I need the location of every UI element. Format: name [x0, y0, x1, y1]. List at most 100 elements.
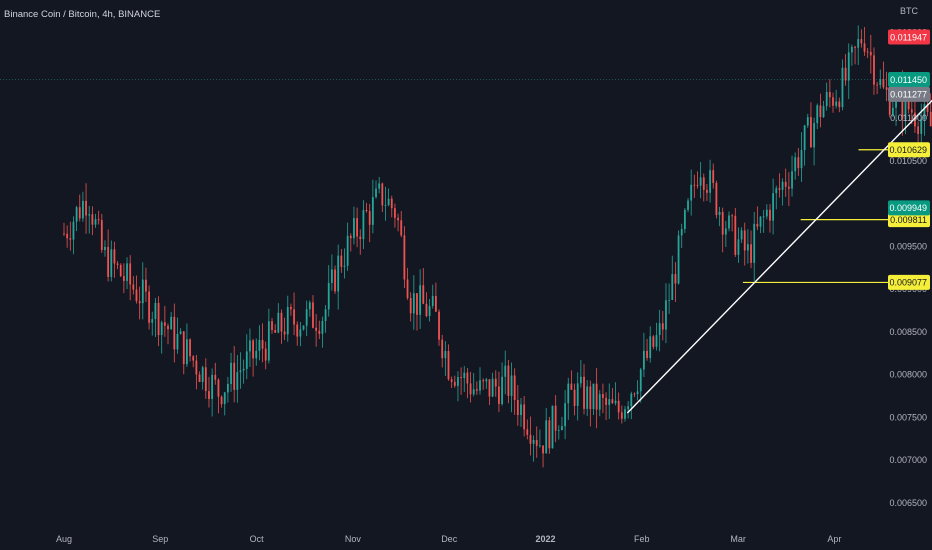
candle-up [762, 216, 765, 218]
candle-down [583, 376, 585, 409]
candle-down [264, 348, 267, 361]
candle-up [245, 351, 248, 369]
candle-down [844, 67, 847, 81]
candle-down [573, 389, 576, 406]
candle-down [97, 219, 100, 221]
candle-up [362, 210, 365, 240]
entry-price-tag-text: 0.011277 [890, 90, 927, 100]
candle-down [85, 200, 87, 216]
candle-up [816, 105, 819, 124]
candle-down [589, 386, 592, 410]
candle-up [201, 367, 204, 383]
drawings-layer [626, 99, 932, 414]
x-tick-label: Aug [56, 534, 72, 544]
candle-up [428, 305, 431, 317]
y-tick-label: 0.008500 [889, 327, 927, 337]
candle-up [72, 221, 75, 240]
y-tick-label: 0.007500 [889, 412, 927, 422]
candle-up [75, 207, 78, 222]
candle-down [750, 244, 752, 263]
candle-up [236, 372, 239, 390]
candle-down [145, 279, 147, 292]
candle-down [617, 400, 620, 413]
candle-down [340, 255, 343, 267]
candle-down [447, 351, 450, 380]
candle-up [520, 404, 522, 416]
candle-down [195, 360, 198, 375]
candle-down [261, 340, 264, 349]
candle-up [444, 351, 447, 359]
candle-up [920, 119, 923, 134]
candle-up [643, 350, 645, 370]
candle-up [791, 171, 793, 189]
candle-down [63, 233, 65, 235]
candle-up [699, 177, 702, 186]
candle-down [233, 362, 236, 390]
candle-up [375, 188, 377, 198]
candle-down [280, 312, 283, 332]
candle-down [129, 263, 132, 285]
candle-up [151, 319, 154, 323]
x-tick-label: Nov [345, 534, 362, 544]
candle-down [832, 97, 834, 106]
level-price-tag-text: 0.010629 [889, 145, 927, 155]
candle-down [182, 331, 185, 365]
candle-up [88, 214, 91, 216]
candle-down [107, 246, 110, 277]
candle-up [781, 181, 784, 190]
candle-down [208, 391, 210, 399]
candle-up [800, 149, 803, 169]
candle-down [526, 429, 529, 435]
candle-down [163, 322, 166, 326]
stop-price-tag-text: 0.011947 [890, 32, 927, 42]
candle-up [277, 312, 280, 333]
level-price-tag: 0.009811 [888, 212, 930, 228]
candle-down [513, 375, 516, 401]
time-axis[interactable]: Aug Sep Oct Nov Dec 2022 Feb Mar Apr [56, 534, 841, 544]
last-price-tag: 0.011450 [888, 72, 930, 88]
candle-up [709, 170, 711, 193]
candle-down [876, 84, 879, 86]
candle-down [646, 350, 648, 358]
candle-up [343, 265, 346, 267]
candle-up [728, 215, 730, 229]
candle-up [639, 369, 642, 392]
candle-down [797, 157, 800, 169]
candle-up [803, 125, 806, 150]
y-tick-label: 0.010500 [889, 156, 927, 166]
candle-up [479, 380, 481, 391]
candle-up [242, 368, 245, 371]
candle-up [324, 309, 327, 321]
candle-down [416, 293, 418, 315]
candle-up [772, 193, 775, 221]
candle-down [441, 339, 444, 359]
candle-down [69, 238, 72, 240]
candle-down [214, 374, 217, 380]
candle-down [529, 434, 532, 444]
candle-down [274, 330, 277, 333]
candle-down [611, 399, 614, 404]
candle-down [914, 112, 916, 127]
candle-up [82, 200, 84, 219]
candle-up [671, 274, 674, 300]
candle-up [806, 117, 809, 126]
y-tick-label: 0.011000 [890, 113, 927, 123]
candle-down [368, 210, 371, 225]
candle-up [230, 362, 232, 384]
candle-up [649, 336, 652, 358]
candle-down [409, 297, 412, 314]
candle-down [869, 51, 872, 56]
candle-up [327, 282, 330, 310]
level-price-tag-bg [888, 142, 930, 158]
candle-down [466, 372, 469, 384]
x-tick-label: Apr [827, 534, 841, 544]
x-tick-label: 2022 [535, 534, 555, 544]
candle-down [885, 87, 888, 90]
candle-down [113, 249, 116, 264]
candle-down [460, 377, 463, 379]
price-tags: 0.011947 0.011450 0.011277 0.010629 0.009811… [888, 29, 930, 290]
candle-up [690, 184, 693, 201]
candle-up [680, 229, 683, 236]
candle-down [434, 295, 437, 312]
